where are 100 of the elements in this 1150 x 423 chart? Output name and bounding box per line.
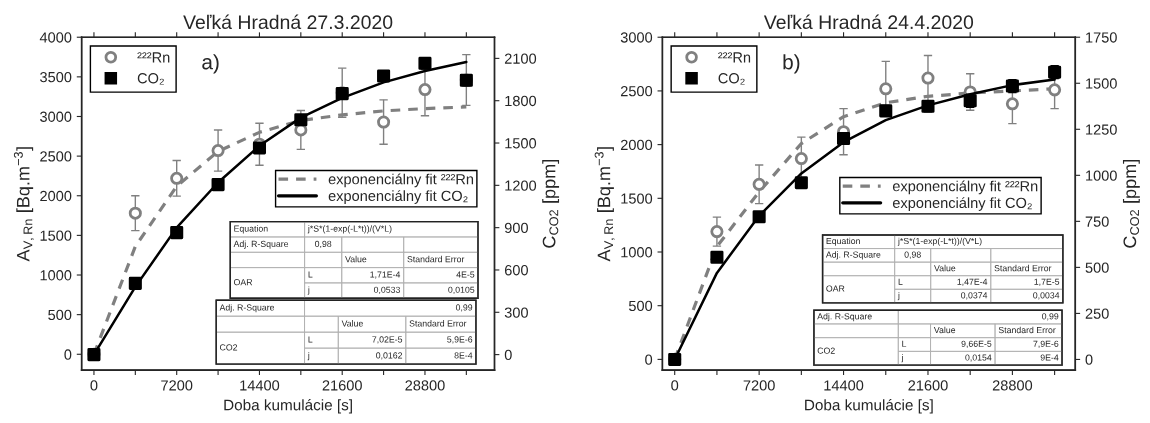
- legend-label: CO₂: [718, 73, 745, 85]
- y2-axis-title: C$_{CO2}$ [ppm]: [542, 160, 560, 248]
- annotation: 0,99: [1042, 313, 1059, 321]
- x-axis-title: Doba kumulácie [s]: [224, 399, 352, 414]
- annotation: j: [307, 352, 310, 361]
- y2-tick-label: 750: [1085, 216, 1109, 227]
- annotation: 5,9E-6: [447, 336, 473, 344]
- y2-tick-label: 600: [504, 265, 528, 276]
- y-tick-label: 2500: [620, 86, 653, 97]
- annotation: 0,98: [314, 240, 332, 248]
- annotation: j: [307, 286, 310, 295]
- y-axis-title: A$_{V,Rn}$ [Bq.m$^{−3}$]: [13, 147, 34, 262]
- y2-tick-label: 1750: [1086, 32, 1117, 43]
- y2-tick-label: 1500: [505, 138, 537, 149]
- y-tick-label: 1000: [40, 270, 72, 281]
- y2-axis-title: C$_{CO2}$ [ppm]: [1122, 160, 1140, 248]
- annotation: 0,0374: [961, 292, 988, 300]
- legend-label: exponenciálny fit CO₂: [892, 197, 1032, 211]
- y2-tick-label: 1800: [505, 95, 537, 107]
- annotation: OAR: [233, 279, 253, 286]
- annotation: j*S*(1-exp(-L*t))/(V*L): [307, 225, 392, 234]
- annotation: CO2: [219, 344, 238, 351]
- annotation: 0,99: [455, 304, 473, 312]
- annotation: 9E-4: [1040, 354, 1059, 361]
- y-tick-label: 3000: [40, 111, 72, 122]
- y-tick-label: 1500: [40, 230, 72, 241]
- x-tick-label: 14400: [240, 380, 280, 391]
- legend-label: CO₂: [137, 73, 164, 85]
- annotation: Value: [345, 255, 367, 263]
- x-tick-label: 14400: [824, 380, 864, 391]
- annotation: Value: [341, 320, 363, 327]
- annotation: L: [308, 271, 313, 278]
- annotation: L: [898, 278, 903, 285]
- annotation: 0,0034: [1033, 292, 1060, 300]
- x-tick-label: 28800: [405, 380, 445, 391]
- y-tick-label: 3000: [620, 32, 653, 43]
- legend-label: ²²²Rn: [718, 52, 751, 63]
- annotation: 4E-5: [456, 271, 475, 278]
- annotation: Equation: [826, 237, 860, 246]
- chart-title: Veľká Hradná 27.3.2020: [183, 14, 393, 30]
- annotation: L: [308, 336, 313, 343]
- annotation: 0,0154: [965, 354, 992, 362]
- y2-tick-label: 250: [1085, 308, 1109, 319]
- annotation: 0,98: [904, 251, 921, 259]
- annotation: Adj. R-Square: [817, 312, 872, 322]
- y2-tick-label: 2100: [504, 53, 537, 64]
- x-tick-label: 21600: [322, 380, 362, 391]
- annotation: Standard Error: [994, 264, 1052, 272]
- y-tick-label: 500: [628, 300, 653, 312]
- annotation: 9,66E-5: [961, 340, 992, 348]
- annotation: L: [902, 340, 907, 347]
- annotation: 7,9E-6: [1033, 340, 1059, 348]
- annotation: 1,47E-4: [957, 278, 988, 286]
- y2-tick-label: 0: [504, 349, 512, 361]
- annotation: a): [202, 54, 219, 74]
- annotation: Equation: [234, 225, 268, 234]
- annotation: Standard Error: [998, 326, 1056, 334]
- annotation: 7,02E-5: [372, 336, 403, 344]
- y2-tick-label: 500: [1085, 262, 1109, 273]
- annotation: Value: [933, 326, 956, 334]
- legend-label: exponenciálny fit ²²²Rn: [892, 180, 1038, 195]
- annotation: Adj. R-Square: [219, 304, 275, 313]
- y2-tick-label: 300: [504, 307, 528, 318]
- x-tick-label: 7200: [743, 380, 775, 391]
- y-tick-label: 4000: [39, 32, 72, 43]
- y-tick-label: 3500: [40, 71, 72, 83]
- annotation: Adj. R-Square: [233, 240, 289, 249]
- annotation: OAR: [826, 285, 845, 292]
- y-axis-title: A$_{V,Rn}$ [Bq.m$^{−3}$]: [594, 147, 615, 262]
- y2-tick-label: 1200: [505, 180, 537, 191]
- y-tick-label: 500: [48, 309, 72, 321]
- y-tick-label: 2000: [620, 139, 653, 151]
- annotation: b): [783, 54, 800, 74]
- y-tick-label: 1000: [621, 247, 653, 258]
- x-tick-label: 7200: [161, 380, 193, 391]
- annotation: Standard Error: [407, 255, 465, 263]
- annotation: j*S*(1-exp(-L*t))/(V*L): [897, 237, 982, 246]
- legend-label: exponenciálny fit CO₂: [328, 190, 468, 204]
- legend-label: exponenciálny fit ²²²Rn: [328, 173, 474, 188]
- chart-title: Veľká Hradná 24.4.2020: [763, 14, 974, 30]
- y2-tick-label: 900: [504, 222, 528, 234]
- annotation: Adj. R-Square: [825, 251, 881, 260]
- legend-label: ²²²Rn: [137, 52, 170, 63]
- y2-tick-label: 1000: [1086, 170, 1117, 181]
- annotation: 1,71E-4: [370, 271, 401, 279]
- y-tick-label: 2000: [40, 190, 72, 202]
- y-tick-label: 0: [645, 354, 653, 365]
- annotation: CO2: [817, 347, 835, 354]
- x-tick-label: 0: [90, 380, 98, 391]
- y-tick-label: 1500: [621, 193, 653, 204]
- x-tick-label: 0: [671, 380, 679, 391]
- annotation: 8E-4: [454, 352, 473, 359]
- annotation: 0,0533: [373, 286, 400, 294]
- annotation: 0,0162: [376, 352, 403, 360]
- annotation: j: [901, 354, 903, 363]
- y-tick-label: 0: [64, 349, 72, 360]
- annotation: 1,7E-5: [1034, 278, 1060, 286]
- annotation: 0,0105: [448, 286, 475, 294]
- x-tick-label: 21600: [908, 380, 948, 391]
- y-tick-label: 2500: [40, 151, 72, 162]
